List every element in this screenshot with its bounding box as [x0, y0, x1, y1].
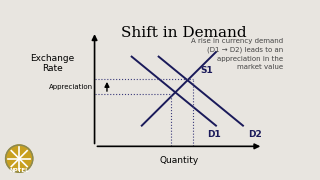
Text: NPTEL: NPTEL	[9, 168, 29, 173]
Text: A rise in currency demand
(D1 → D2) leads to an
appreciation in the
market value: A rise in currency demand (D1 → D2) lead…	[191, 38, 283, 70]
Text: Shift in Demand: Shift in Demand	[121, 26, 247, 40]
Text: D1: D1	[207, 130, 220, 139]
Text: Quantity: Quantity	[159, 156, 198, 165]
Circle shape	[5, 145, 33, 172]
Text: Exchange
Rate: Exchange Rate	[30, 54, 75, 73]
Text: D2: D2	[248, 130, 262, 139]
Text: S1: S1	[201, 66, 213, 75]
Text: Appreciation: Appreciation	[49, 84, 93, 89]
